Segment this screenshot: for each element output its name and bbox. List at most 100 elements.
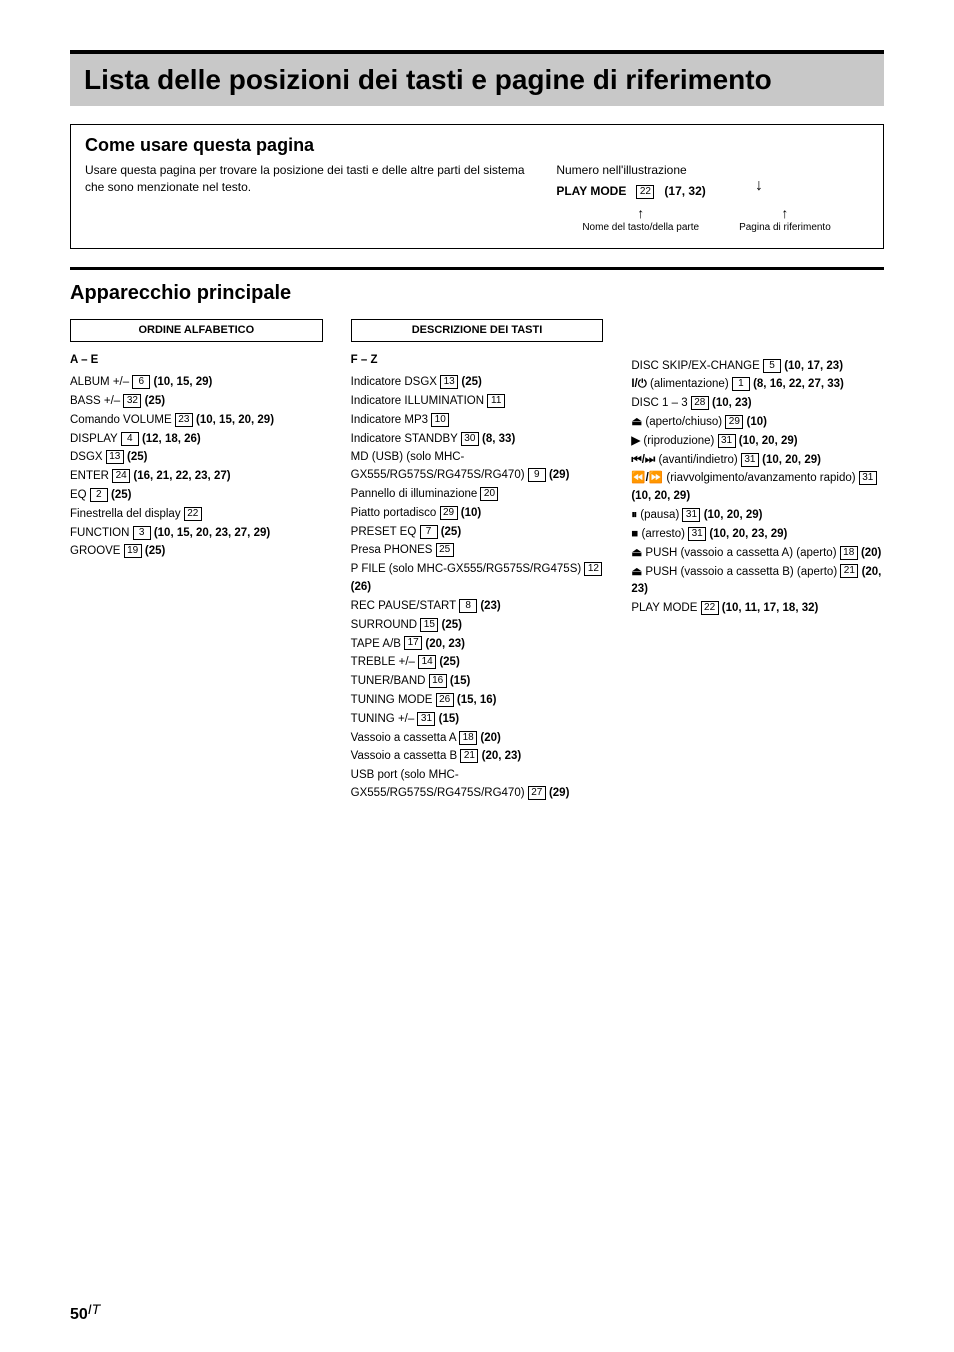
ref-box: 18 xyxy=(459,731,477,745)
list-item: ⏏ PUSH (vassoio a cassetta B) (aperto) 2… xyxy=(631,564,884,600)
usage-example: Numero nell'illustrazione ↓ PLAY MODE 22… xyxy=(552,162,869,234)
annot-right: ↑ Pagina di riferimento xyxy=(739,205,831,234)
ref-box: 28 xyxy=(691,396,709,410)
arrow-down-icon: ↓ xyxy=(755,174,763,197)
ref-box: 29 xyxy=(725,415,743,429)
sub-left: A – E xyxy=(70,352,323,370)
ref-box: 3 xyxy=(133,526,151,540)
ref-box: 7 xyxy=(420,525,438,539)
ref-box: 14 xyxy=(418,655,436,669)
list-item: PRESET EQ 7 (25) xyxy=(351,524,604,542)
annot-left: ↑ Nome del tasto/della parte xyxy=(582,205,699,234)
sub-right: F – Z xyxy=(351,352,604,370)
page-title: Lista delle posizioni dei tasti e pagine… xyxy=(84,64,870,96)
ref-box: 23 xyxy=(175,413,193,427)
col-head-desc-text: DESCRIZIONE DEI TASTI xyxy=(412,324,543,336)
list-item: ⏏ (aperto/chiuso) 29 (10) xyxy=(631,414,884,432)
ref-box: 31 xyxy=(718,434,736,448)
list-item: BASS +/– 32 (25) xyxy=(70,393,323,411)
ref-box: 31 xyxy=(417,712,435,726)
list-item: Indicatore STANDBY 30 (8, 33) xyxy=(351,431,604,449)
usage-body: Usare questa pagina per trovare la posiz… xyxy=(85,162,869,234)
ref-box: 4 xyxy=(121,432,139,446)
list-item: Piatto portadisco 29 (10) xyxy=(351,505,604,523)
example-main: PLAY MODE 22 (17, 32) xyxy=(556,183,869,200)
ref-box: 29 xyxy=(440,506,458,520)
example-name: PLAY MODE xyxy=(556,184,626,198)
list-item: FUNCTION 3 (10, 15, 20, 23, 27, 29) xyxy=(70,525,323,543)
ref-box: 17 xyxy=(404,636,422,650)
col-head-alpha-text: ORDINE ALFABETICO xyxy=(138,324,254,336)
list-item: TUNING MODE 26 (15, 16) xyxy=(351,692,604,710)
list-item: P FILE (solo MHC-GX555/RG575S/RG475S) 12… xyxy=(351,561,604,597)
columns: ORDINE ALFABETICO A – E ALBUM +/– 6 (10,… xyxy=(70,319,884,804)
list-item: ⏪/⏩ (riavvolgimento/avanzamento rapido) … xyxy=(631,470,884,506)
ref-box: 12 xyxy=(584,562,602,576)
arrow-up-icon: ↑ xyxy=(781,205,788,222)
footer-num: 50 xyxy=(70,1306,88,1323)
ref-box: 13 xyxy=(106,450,124,464)
list-item: ⏮/⏭ (avanti/indietro) 31 (10, 20, 29) xyxy=(631,452,884,470)
list-item: Vassoio a cassetta B 21 (20, 23) xyxy=(351,748,604,766)
desc-list: DISC SKIP/EX-CHANGE 5 (10, 17, 23)I/⏻ (a… xyxy=(631,358,884,618)
usage-text: Usare questa pagina per trovare la posiz… xyxy=(85,162,528,234)
list-item: DISC 1 – 3 28 (10, 23) xyxy=(631,395,884,413)
list-item: Pannello di illuminazione 20 xyxy=(351,486,604,504)
list-item: REC PAUSE/START 8 (23) xyxy=(351,598,604,616)
list-item: EQ 2 (25) xyxy=(70,487,323,505)
example-pages: (17, 32) xyxy=(664,184,705,198)
ref-box: 21 xyxy=(840,564,858,578)
list-item: GROOVE 19 (25) xyxy=(70,543,323,561)
list-item: MD (USB) (solo MHC-GX555/RG575S/RG475S/R… xyxy=(351,449,604,485)
ref-box: 2 xyxy=(90,488,108,502)
list-item: ALBUM +/– 6 (10, 15, 29) xyxy=(70,374,323,392)
ref-box: 6 xyxy=(132,375,150,389)
example-label: Numero nell'illustrazione xyxy=(556,162,869,179)
list-item: ⏏ PUSH (vassoio a cassetta A) (aperto) 1… xyxy=(631,545,884,563)
usage-box: Come usare questa pagina Usare questa pa… xyxy=(70,124,884,249)
list-item: Indicatore DSGX 13 (25) xyxy=(351,374,604,392)
ref-box: 31 xyxy=(682,508,700,522)
usage-heading: Come usare questa pagina xyxy=(85,135,869,156)
section-heading: Apparecchio principale xyxy=(70,282,884,305)
annot-left-text: Nome del tasto/della parte xyxy=(582,222,699,234)
list-item: Comando VOLUME 23 (10, 15, 20, 29) xyxy=(70,412,323,430)
ref-box: 22 xyxy=(184,507,202,521)
ref-box: 32 xyxy=(123,394,141,408)
list-item: ■ (arresto) 31 (10, 20, 23, 29) xyxy=(631,526,884,544)
divider xyxy=(70,267,884,270)
list-item: SURROUND 15 (25) xyxy=(351,617,604,635)
list-item: Indicatore ILLUMINATION 11 xyxy=(351,393,604,411)
ref-box: 13 xyxy=(440,375,458,389)
title-bar: Lista delle posizioni dei tasti e pagine… xyxy=(70,50,884,106)
list-item: ENTER 24 (16, 21, 22, 23, 27) xyxy=(70,468,323,486)
ref-box: 18 xyxy=(840,546,858,560)
col-head-alpha: ORDINE ALFABETICO xyxy=(70,319,323,343)
ref-box: 10 xyxy=(431,413,449,427)
list-item: PLAY MODE 22 (10, 11, 17, 18, 32) xyxy=(631,600,884,618)
list-item: TUNING +/– 31 (15) xyxy=(351,711,604,729)
ref-box: 20 xyxy=(480,487,498,501)
ref-box: 16 xyxy=(429,674,447,688)
list-item: ⏸ (pausa) 31 (10, 20, 29) xyxy=(631,507,884,525)
annot-right-text: Pagina di riferimento xyxy=(739,222,831,234)
list-item: Indicatore MP3 10 xyxy=(351,412,604,430)
ref-box: 26 xyxy=(436,693,454,707)
col-alpha-right: DESCRIZIONE DEI TASTI F – Z Indicatore D… xyxy=(351,319,604,804)
list-item: Presa PHONES 25 xyxy=(351,542,604,560)
list-item: DISC SKIP/EX-CHANGE 5 (10, 17, 23) xyxy=(631,358,884,376)
list-item: TAPE A/B 17 (20, 23) xyxy=(351,636,604,654)
list-item: DSGX 13 (25) xyxy=(70,449,323,467)
ref-box: 9 xyxy=(528,468,546,482)
list-item: Vassoio a cassetta A 18 (20) xyxy=(351,730,604,748)
alpha-left-list: ALBUM +/– 6 (10, 15, 29)BASS +/– 32 (25)… xyxy=(70,374,323,561)
footer-sfx: IT xyxy=(88,1301,100,1317)
ref-box: 21 xyxy=(460,749,478,763)
example-label-text: Numero nell'illustrazione xyxy=(556,163,686,177)
ref-box: 25 xyxy=(436,543,454,557)
ref-box: 1 xyxy=(732,377,750,391)
list-item: ▶ (riproduzione) 31 (10, 20, 29) xyxy=(631,433,884,451)
ref-box: 31 xyxy=(859,471,877,485)
ref-box: 19 xyxy=(124,544,142,558)
list-item: I/⏻ (alimentazione) 1 (8, 16, 22, 27, 33… xyxy=(631,376,884,394)
